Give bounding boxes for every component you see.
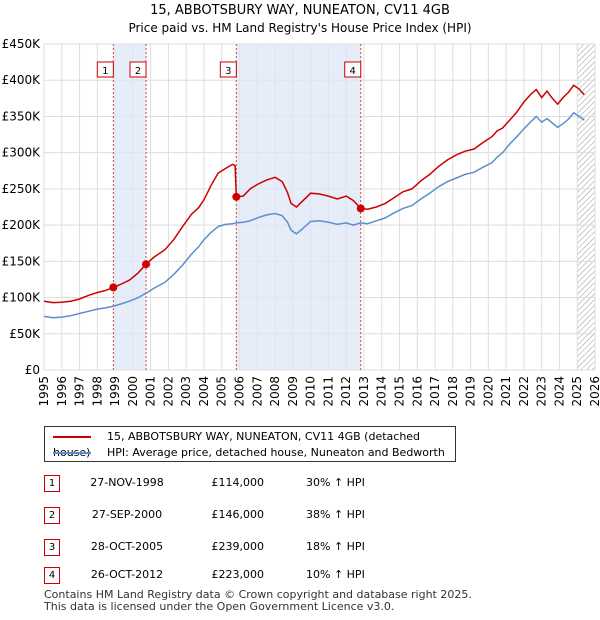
x-tick-label: 2007 bbox=[250, 376, 264, 407]
sale-date: 27-NOV-1998 bbox=[90, 476, 164, 489]
sale-price: £239,000 bbox=[211, 540, 265, 553]
x-tick-label: 2016 bbox=[410, 376, 424, 407]
sale-hpi-change: 30% ↑ HPI bbox=[306, 476, 365, 489]
sale-marker-box bbox=[219, 61, 237, 78]
chart-legend: 15, ABBOTSBURY WAY, NUNEATON, CV11 4GB (… bbox=[44, 426, 456, 462]
sale-hpi-change: 18% ↑ HPI bbox=[306, 540, 365, 553]
x-tick-label: 2020 bbox=[481, 376, 495, 407]
sale-date: 26-OCT-2012 bbox=[90, 568, 164, 581]
x-tick-label: 2011 bbox=[321, 376, 335, 407]
price-chart: 15, ABBOTSBURY WAY, NUNEATON, CV11 4GB P… bbox=[2, 3, 600, 407]
x-tick-label: 1995 bbox=[37, 376, 51, 407]
ownership-period-shading bbox=[113, 44, 147, 370]
sale-marker-label: 3 bbox=[225, 66, 231, 77]
x-tick-label: 2023 bbox=[535, 376, 549, 407]
y-tick-label: £0 bbox=[25, 363, 40, 377]
sale-number: 4 bbox=[44, 567, 60, 584]
x-tick-label: 2010 bbox=[304, 376, 318, 407]
x-tick-label: 1998 bbox=[90, 376, 104, 407]
x-tick-label: 2008 bbox=[268, 376, 282, 407]
y-tick-label: £250K bbox=[2, 182, 42, 196]
series-line bbox=[44, 111, 585, 319]
sale-marker-box bbox=[96, 61, 114, 78]
sale-date: 27-SEP-2000 bbox=[91, 508, 163, 521]
x-tick-label: 2003 bbox=[179, 376, 193, 407]
x-tick-label: 2025 bbox=[570, 376, 584, 407]
x-tick-label: 2018 bbox=[446, 376, 460, 407]
x-tick-label: 2024 bbox=[552, 376, 566, 407]
sale-price: £114,000 bbox=[211, 476, 265, 489]
sale-row: 1 27-NOV-1998 £114,000 30% ↑ HPI bbox=[44, 474, 464, 494]
x-tick-label: 2006 bbox=[233, 376, 247, 407]
sale-point bbox=[109, 283, 118, 292]
x-tick-label: 2022 bbox=[517, 376, 531, 407]
sale-price: £146,000 bbox=[211, 508, 265, 521]
x-tick-label: 2009 bbox=[286, 376, 300, 407]
y-tick-label: £150K bbox=[2, 254, 42, 268]
sale-number: 3 bbox=[44, 539, 60, 556]
sale-point bbox=[356, 204, 365, 213]
sale-marker-label: 4 bbox=[350, 66, 356, 77]
chart-title-line2: Price paid vs. HM Land Registry's House … bbox=[128, 21, 471, 35]
x-tick-label: 2004 bbox=[197, 376, 211, 407]
sale-price: £223,000 bbox=[211, 568, 265, 581]
sale-row: 2 27-SEP-2000 £146,000 38% ↑ HPI bbox=[44, 506, 464, 526]
x-tick-label: 2000 bbox=[126, 376, 140, 407]
sale-marker-labels: 1 2 3 4 bbox=[96, 61, 362, 78]
x-tick-label: 2017 bbox=[428, 376, 442, 407]
x-tick-label: 2021 bbox=[499, 376, 513, 407]
sale-marker-label: 1 bbox=[102, 66, 108, 77]
sale-marker-label: 2 bbox=[135, 66, 141, 77]
sale-number: 2 bbox=[44, 507, 60, 524]
sale-marker-box bbox=[129, 61, 147, 78]
legend-swatch-hpi bbox=[53, 452, 91, 454]
x-tick-label: 2005 bbox=[215, 376, 229, 407]
sale-points bbox=[109, 192, 365, 292]
x-tick-label: 2019 bbox=[464, 376, 478, 407]
legend-label-hpi: HPI: Average price, detached house, Nune… bbox=[107, 446, 445, 459]
y-tick-label: £400K bbox=[2, 73, 42, 87]
period-shading bbox=[113, 44, 361, 370]
sale-point bbox=[142, 260, 151, 269]
sale-point bbox=[232, 192, 241, 201]
legend-swatch-property bbox=[53, 436, 91, 438]
x-tick-label: 2013 bbox=[357, 376, 371, 407]
sale-hpi-change: 38% ↑ HPI bbox=[306, 508, 365, 521]
ownership-period-shading bbox=[236, 44, 361, 370]
attribution: Contains HM Land Registry data © Crown c… bbox=[44, 589, 472, 613]
x-tick-label: 2015 bbox=[392, 376, 406, 407]
y-tick-label: £50K bbox=[9, 327, 41, 341]
legend-item-hpi: HPI: Average price, detached house, Nune… bbox=[53, 445, 445, 461]
sale-number: 1 bbox=[44, 475, 60, 492]
y-tick-label: £100K bbox=[2, 291, 42, 305]
legend-item-property: 15, ABBOTSBURY WAY, NUNEATON, CV11 4GB (… bbox=[53, 429, 455, 459]
x-tick-label: 1996 bbox=[55, 376, 69, 407]
y-tick-label: £300K bbox=[2, 146, 42, 160]
sale-marker-box bbox=[344, 61, 362, 78]
x-tick-label: 2001 bbox=[144, 376, 158, 407]
attribution-line1: Contains HM Land Registry data © Crown c… bbox=[44, 588, 472, 601]
x-tick-label: 2012 bbox=[339, 376, 353, 407]
attribution-line2: This data is licensed under the Open Gov… bbox=[44, 600, 395, 613]
x-tick-label: 1999 bbox=[108, 376, 122, 407]
y-axis: £0 £50K £100K £150K £200K £250K £300K £350K £400… bbox=[2, 37, 42, 377]
sale-hpi-change: 10% ↑ HPI bbox=[306, 568, 365, 581]
sale-row: 3 28-OCT-2005 £239,000 18% ↑ HPI bbox=[44, 538, 464, 558]
sale-date: 28-OCT-2005 bbox=[90, 540, 164, 553]
y-tick-label: £200K bbox=[2, 218, 42, 232]
x-tick-label: 2026 bbox=[588, 376, 600, 407]
y-tick-label: £450K bbox=[2, 37, 42, 51]
x-tick-label: 1997 bbox=[73, 376, 87, 407]
chart-title-line1: 15, ABBOTSBURY WAY, NUNEATON, CV11 4GB bbox=[150, 3, 450, 18]
x-tick-label: 2014 bbox=[375, 376, 389, 407]
y-tick-label: £350K bbox=[2, 109, 42, 123]
x-axis: 1995 1996 1997 1998 1999 2000 2001 2002 2003 2004… bbox=[37, 376, 600, 407]
sale-row: 4 26-OCT-2012 £223,000 10% ↑ HPI bbox=[44, 566, 464, 586]
forecast-hatch bbox=[577, 44, 595, 370]
x-tick-label: 2002 bbox=[161, 376, 175, 407]
